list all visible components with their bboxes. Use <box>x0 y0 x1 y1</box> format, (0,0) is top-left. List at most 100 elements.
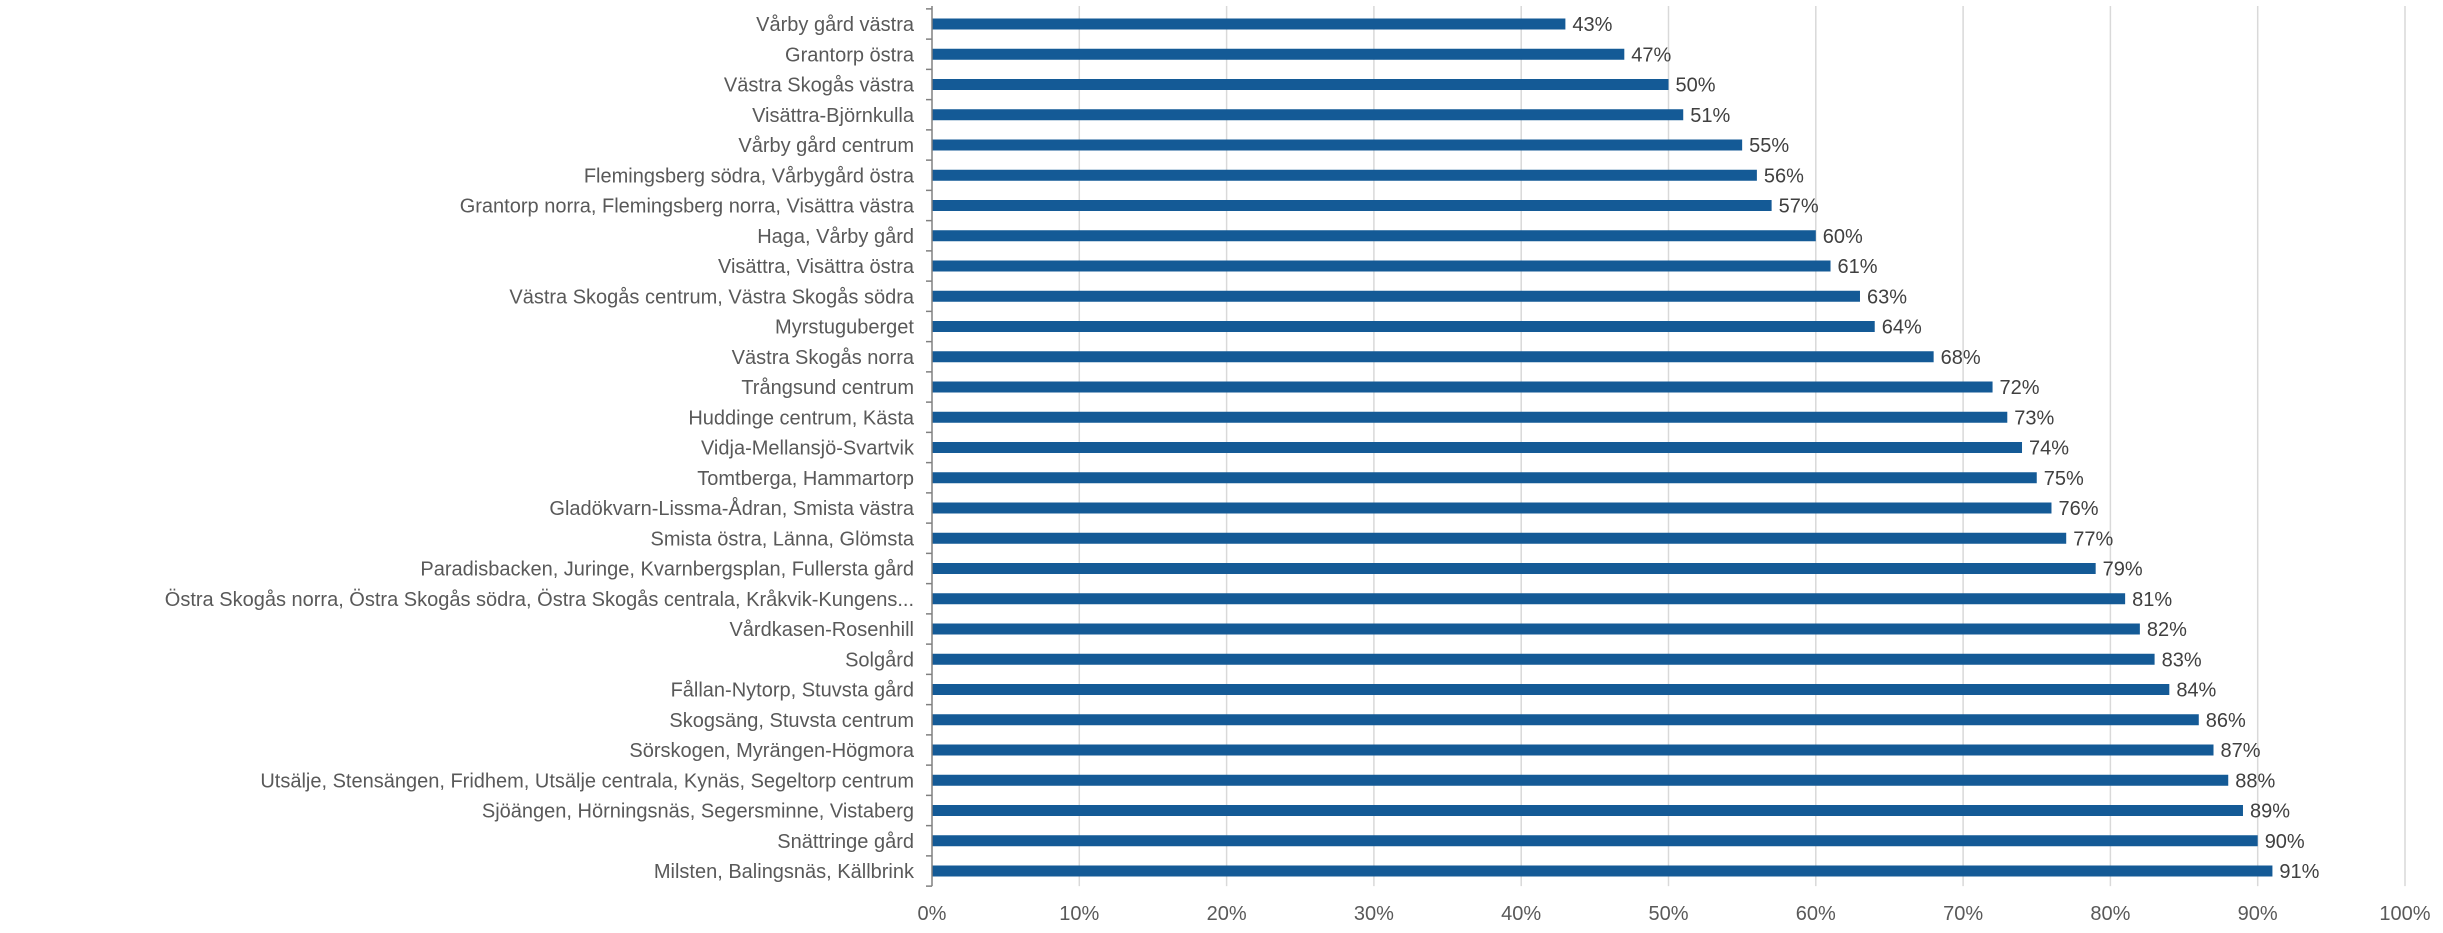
data-label: 89% <box>2250 801 2290 823</box>
x-tick-label: 0% <box>918 903 947 925</box>
category-label: Västra Skogås västra <box>724 75 915 97</box>
x-tick-label: 60% <box>1796 903 1836 925</box>
category-label: Trångsund centrum <box>741 377 914 399</box>
category-label: Solgård <box>845 649 914 671</box>
data-label: 60% <box>1823 226 1863 248</box>
x-tick-label: 80% <box>2090 903 2130 925</box>
x-tick-label: 90% <box>2238 903 2278 925</box>
category-label: Flemingsberg södra, Vårbygård östra <box>584 165 915 187</box>
category-label: Västra Skogås norra <box>732 347 915 369</box>
bar <box>932 563 2096 574</box>
bar <box>932 200 1772 211</box>
data-label: 74% <box>2029 438 2069 460</box>
category-label: Grantorp norra, Flemingsberg norra, Visä… <box>460 196 915 218</box>
category-label: Huddinge centrum, Kästa <box>688 407 915 429</box>
category-label: Gladökvarn-Lissma-Ådran, Smista västra <box>549 497 914 520</box>
category-label: Östra Skogås norra, Östra Skogås södra, … <box>165 589 914 611</box>
data-label: 50% <box>1676 75 1716 97</box>
data-label: 82% <box>2147 619 2187 641</box>
data-label: 87% <box>2221 740 2261 762</box>
labels: Vårby gård västra 43% Grantorp östra 47% Väs… <box>165 14 2320 883</box>
category-label: Grantorp östra <box>785 44 915 66</box>
bars <box>932 18 2273 877</box>
bar <box>932 411 2008 423</box>
bar <box>932 321 1875 332</box>
bar <box>932 79 1669 90</box>
bar <box>932 381 1993 393</box>
data-label: 86% <box>2206 710 2246 732</box>
bar <box>932 623 2140 635</box>
bar <box>932 290 1860 302</box>
category-label: Smista östra, Länna, Glömsta <box>651 528 915 550</box>
category-label: Sörskogen, Myrängen-Högmora <box>629 740 914 762</box>
bar <box>932 260 1831 272</box>
bar <box>932 653 2155 665</box>
data-label: 83% <box>2162 649 2202 671</box>
data-label: 47% <box>1631 44 1671 66</box>
bar <box>932 774 2229 786</box>
data-label: 81% <box>2132 589 2172 611</box>
category-label: Vårby gård västra <box>756 14 915 36</box>
category-label: Paradisbacken, Juringe, Kvarnbergsplan, … <box>420 559 914 581</box>
bar <box>932 351 1934 363</box>
x-tick-label: 20% <box>1207 903 1247 925</box>
category-label: Fållan-Nytorp, Stuvsta gård <box>671 680 914 702</box>
bar <box>932 139 1743 151</box>
data-label: 56% <box>1764 165 1804 187</box>
category-label: Visättra, Visättra östra <box>718 256 915 278</box>
data-label: 79% <box>2103 559 2143 581</box>
bar <box>932 502 2052 514</box>
x-tick-label: 30% <box>1354 903 1394 925</box>
data-label: 55% <box>1749 135 1789 157</box>
data-label: 43% <box>1572 14 1612 36</box>
bar <box>932 48 1625 60</box>
category-label: Utsälje, Stensängen, Fridhem, Utsälje ce… <box>260 770 914 792</box>
data-label: 64% <box>1882 317 1922 339</box>
category-label: Vårdkasen-Rosenhill <box>729 619 914 641</box>
bar <box>932 442 2023 453</box>
bar <box>932 593 2126 605</box>
x-tick-label: 100% <box>2379 903 2430 925</box>
bar <box>932 744 2214 756</box>
category-label: Vidja-Mellansjö-Svartvik <box>701 438 915 460</box>
bar <box>932 230 1816 242</box>
bar <box>932 805 2243 816</box>
x-tick-label: 70% <box>1943 903 1983 925</box>
bar <box>932 18 1566 30</box>
bar <box>932 109 1684 121</box>
category-label: Visättra-Björnkulla <box>752 105 915 127</box>
data-label: 63% <box>1867 286 1907 308</box>
category-label: Milsten, Balingsnäs, Källbrink <box>654 861 915 883</box>
bar <box>932 835 2258 847</box>
category-label: Tomtberga, Hammartorp <box>697 468 914 490</box>
data-label: 90% <box>2265 831 2305 853</box>
bar <box>932 169 1757 181</box>
category-label: Snättringe gård <box>777 831 914 853</box>
category-label: Myrstuguberget <box>775 317 914 339</box>
axes: 0% 10% 20% 30% 40% 50% 60% 70% 80% 90% 100% <box>918 6 2431 925</box>
x-tick-label: 10% <box>1059 903 1099 925</box>
data-label: 73% <box>2014 407 2054 429</box>
data-label: 84% <box>2176 680 2216 702</box>
data-label: 68% <box>1941 347 1981 369</box>
category-label: Haga, Vårby gård <box>757 226 914 248</box>
category-label: Västra Skogås centrum, Västra Skogås söd… <box>509 286 915 308</box>
bar <box>932 865 2273 877</box>
category-label: Sjöängen, Hörningsnäs, Segersminne, Vist… <box>482 801 914 823</box>
x-tick-label: 50% <box>1648 903 1688 925</box>
bar <box>932 714 2199 726</box>
category-label: Vårby gård centrum <box>738 135 914 157</box>
x-tick-label: 40% <box>1501 903 1541 925</box>
data-label: 88% <box>2235 770 2275 792</box>
data-label: 91% <box>2279 861 2319 883</box>
bar <box>932 684 2170 695</box>
data-label: 76% <box>2058 498 2098 520</box>
data-label: 51% <box>1690 105 1730 127</box>
bar <box>932 532 2067 544</box>
data-label: 57% <box>1779 196 1819 218</box>
data-label: 77% <box>2073 528 2113 550</box>
data-label: 72% <box>2000 377 2040 399</box>
data-label: 61% <box>1838 256 1878 278</box>
